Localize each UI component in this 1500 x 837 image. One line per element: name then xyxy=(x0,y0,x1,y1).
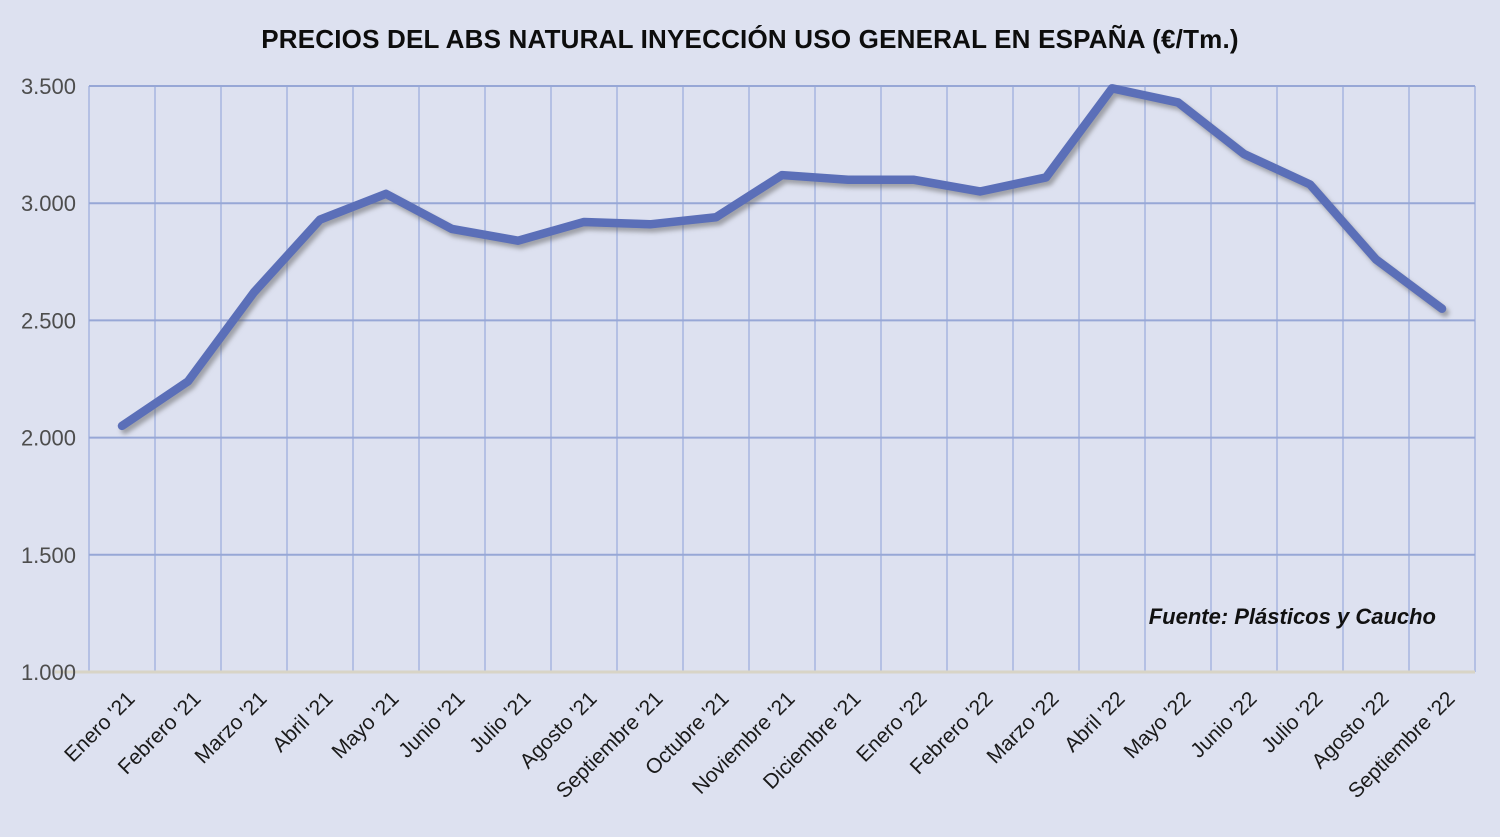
y-tick-label: 3.500 xyxy=(21,74,76,99)
chart-title: PRECIOS DEL ABS NATURAL INYECCIÓN USO GE… xyxy=(261,24,1239,54)
y-tick-label: 2.000 xyxy=(21,426,76,451)
price-line xyxy=(117,84,1447,431)
y-tick-label: 3.000 xyxy=(21,191,76,216)
y-tick-label: 2.500 xyxy=(21,308,76,333)
x-tick-label: Mayo '22 xyxy=(1119,687,1195,763)
x-tick-label: Marzo '21 xyxy=(191,687,272,768)
x-tick-label: Mayo '21 xyxy=(327,687,403,763)
y-tick-label: 1.500 xyxy=(21,543,76,568)
x-tick-label: Junio '22 xyxy=(1186,687,1261,762)
x-tick-label: Marzo '22 xyxy=(983,687,1064,768)
y-tick-label: 1.000 xyxy=(21,660,76,685)
source-note: Fuente: Plásticos y Caucho xyxy=(1148,604,1436,629)
x-tick-label: Junio '21 xyxy=(394,687,469,762)
